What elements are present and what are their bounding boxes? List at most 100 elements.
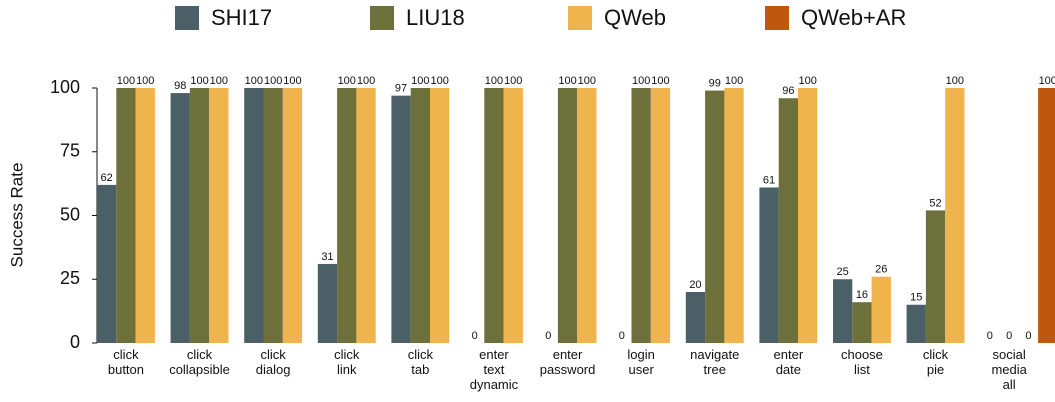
data-label: 100 — [190, 75, 208, 87]
bar — [1038, 88, 1055, 343]
bar — [116, 88, 136, 343]
data-label: 16 — [856, 289, 868, 301]
bar — [833, 279, 853, 343]
x-tick-label: choose list — [841, 347, 883, 377]
bar — [577, 88, 597, 343]
bar — [189, 88, 210, 343]
x-tick-label: click button — [108, 347, 144, 377]
bar — [356, 88, 376, 343]
data-label: 100 — [245, 75, 263, 87]
x-tick-label: click tab — [408, 347, 434, 377]
data-label: 0 — [545, 330, 551, 342]
bar — [135, 88, 155, 343]
data-label: 0 — [1025, 330, 1031, 342]
bar — [263, 88, 283, 343]
bar — [97, 184, 117, 343]
y-tick-label: 0 — [70, 332, 80, 352]
bar — [317, 263, 338, 343]
bar — [852, 302, 872, 343]
data-label: 0 — [619, 330, 625, 342]
bar — [337, 88, 357, 343]
data-label: 0 — [472, 330, 478, 342]
data-label: 100 — [338, 75, 356, 87]
bar — [631, 88, 651, 343]
bar — [209, 88, 229, 343]
bar — [685, 292, 706, 343]
data-label: 26 — [875, 264, 887, 276]
data-label: 62 — [101, 172, 113, 184]
data-label: 20 — [689, 279, 701, 291]
data-label: 100 — [632, 75, 650, 87]
bar — [759, 187, 779, 343]
bar — [484, 88, 504, 343]
x-tick-label: social media all — [991, 347, 1027, 392]
data-label: 100 — [411, 75, 429, 87]
data-label: 52 — [929, 197, 941, 209]
bar — [925, 210, 946, 343]
bar — [650, 88, 671, 343]
data-label: 100 — [558, 75, 576, 87]
data-label: 100 — [117, 75, 135, 87]
x-tick-label: click pie — [923, 347, 949, 377]
data-label: 99 — [709, 77, 721, 89]
bar — [871, 276, 891, 343]
x-tick-label: click dialog — [256, 347, 291, 377]
y-tick-label: 50 — [60, 204, 80, 224]
y-tick-label: 100 — [50, 77, 80, 97]
data-label: 100 — [798, 75, 816, 87]
legend-label: SHI17 — [211, 5, 272, 30]
data-label: 97 — [395, 83, 407, 95]
x-tick-label: login user — [627, 347, 654, 377]
x-tick-label: enter date — [774, 347, 804, 377]
x-tick-label: click collapsible — [169, 347, 230, 377]
bar — [798, 88, 818, 343]
y-tick-label: 75 — [60, 141, 80, 161]
bar — [391, 95, 411, 344]
legend-swatch — [370, 6, 394, 30]
data-label: 100 — [578, 75, 596, 87]
y-tick-label: 25 — [60, 268, 80, 288]
data-label: 100 — [136, 75, 154, 87]
data-label: 100 — [210, 75, 228, 87]
bar — [503, 88, 523, 343]
y-axis-label: Success Rate — [7, 163, 26, 268]
data-label: 0 — [987, 330, 993, 342]
data-label: 0 — [1006, 330, 1012, 342]
bar — [705, 90, 725, 343]
x-tick-label: click link — [334, 347, 360, 377]
bar — [410, 88, 430, 343]
legend-swatch — [175, 6, 199, 30]
data-label: 98 — [174, 80, 186, 92]
legend-swatch — [765, 6, 789, 30]
bar — [430, 88, 450, 343]
x-tick-label: navigate tree — [690, 347, 739, 377]
data-label: 100 — [357, 75, 375, 87]
data-label: 100 — [1039, 75, 1055, 87]
data-label: 100 — [264, 75, 282, 87]
data-label: 25 — [837, 266, 849, 278]
legend-swatch — [568, 6, 592, 30]
bar — [170, 93, 190, 343]
data-label: 100 — [485, 75, 503, 87]
bar — [244, 88, 264, 343]
data-label: 31 — [321, 251, 333, 263]
data-label: 96 — [782, 85, 794, 97]
x-tick-label: enter text dynamic — [470, 347, 519, 392]
bar — [778, 98, 798, 343]
data-label: 100 — [946, 75, 964, 87]
data-label: 100 — [504, 75, 522, 87]
bar — [282, 88, 303, 343]
legend-label: LIU18 — [406, 5, 465, 30]
data-label: 100 — [430, 75, 448, 87]
legend-label: QWeb+AR — [801, 5, 906, 30]
legend-label: QWeb — [604, 5, 666, 30]
data-label: 100 — [651, 75, 669, 87]
data-label: 100 — [283, 75, 301, 87]
x-tick-label: enter password — [540, 347, 596, 377]
bar — [724, 88, 744, 343]
data-label: 61 — [763, 174, 775, 186]
bar — [906, 304, 926, 343]
data-label: 100 — [725, 75, 743, 87]
bar — [945, 88, 965, 343]
